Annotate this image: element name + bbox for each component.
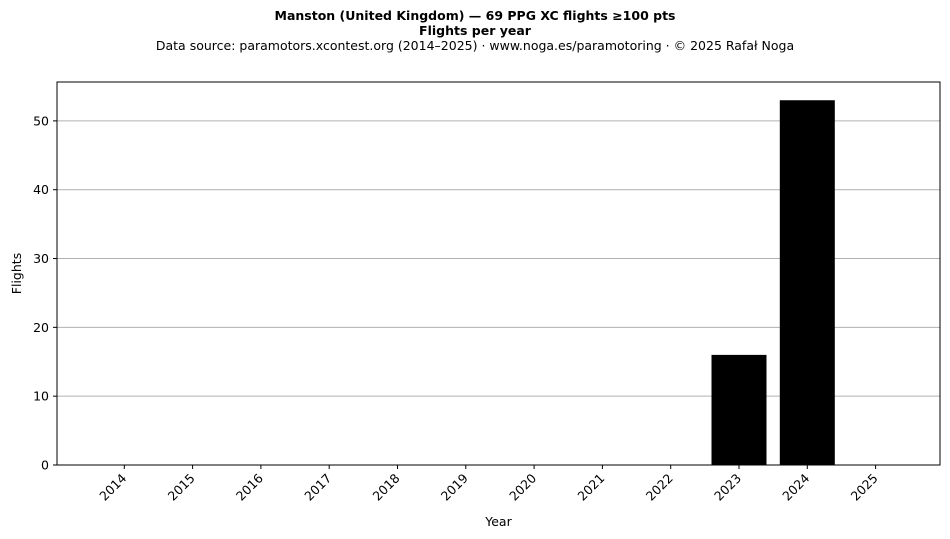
x-tick-label: 2023 [711,471,744,504]
y-axis-ticks: 0 10 20 30 40 50 [33,113,57,473]
plot-frame [56,81,941,466]
x-tick-label: 2021 [574,471,607,504]
y-tick-label: 0 [41,458,49,473]
y-tick-label: 30 [33,251,49,266]
bar-2023 [711,354,767,465]
bars [711,100,835,465]
x-tick-label: 2022 [643,471,676,504]
x-tick-label: 2020 [506,470,539,503]
x-tick-label: 2018 [370,470,403,503]
x-tick-label: 2024 [779,470,812,503]
x-axis-label: Year [484,514,512,529]
y-tick-label: 50 [33,113,49,128]
y-axis-label: Flights [9,253,24,294]
chart-header: Manston (United Kingdom) — 69 PPG XC fli… [0,8,950,54]
x-tick-label: 2019 [438,470,471,503]
bar-2024 [779,100,835,465]
x-tick-label: 2017 [301,471,334,504]
y-tick-label: 10 [33,389,49,404]
x-tick-label: 2014 [96,470,129,503]
x-tick-label: 2015 [165,471,198,504]
y-tick-label: 20 [33,320,49,335]
y-tick-label: 40 [33,182,49,197]
x-tick-label: 2025 [848,471,881,504]
x-axis-ticks: 2014 2015 2016 2017 2018 2019 2020 2021 2022 2023… [96,465,881,504]
x-tick-label: 2016 [233,470,266,503]
chart-subtitle: Flights per year [419,23,531,38]
source-note: Data source: paramotors.xcontest.org (20… [155,38,795,53]
chart-title: Manston (United Kingdom) — 69 PPG XC fli… [274,8,676,23]
